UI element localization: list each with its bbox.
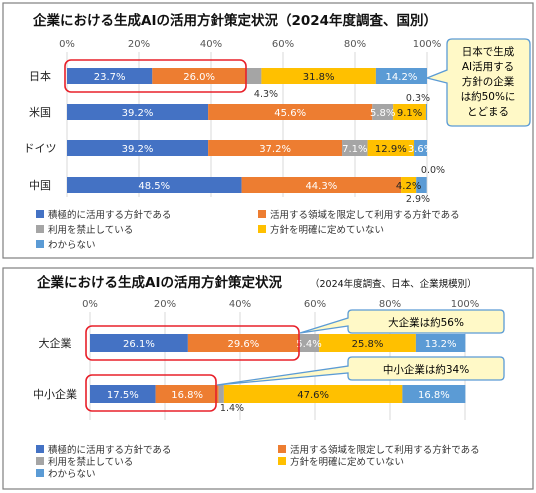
x-tick-label: 20% [128,39,150,50]
data-label: 13.2% [425,339,457,350]
category-label: 中小企業 [33,387,77,401]
data-label: 12.9% [375,144,407,155]
data-label: 5.4% [296,339,321,350]
x-tick-label: 60% [272,39,294,50]
chart2-callout-large: 大企業は約56% [300,310,504,333]
data-label: 17.5% [107,390,139,401]
chart2-categories: 大企業中小企業 [33,336,77,401]
chart1-legend: 積極的に活用する方針である 活用する領域を限定して利用する方針である利用を禁止して… [36,209,460,251]
x-tick-label: 80% [379,299,401,310]
data-label: 5.8% [370,108,395,119]
legend-swatch [258,225,266,233]
legend-swatch [36,469,44,477]
data-label: 45.6% [274,108,306,119]
category-label: 日本 [29,69,51,83]
data-label: 9.1% [397,108,422,119]
data-label: 3.6% [408,144,433,155]
data-label: 44.3% [305,181,337,192]
x-tick-label: 40% [200,39,222,50]
chart2-legend: 積極的に活用する方針である 活用する領域を限定して利用する方針である利用を禁止して… [36,444,480,480]
legend-label: 活用する領域を限定して利用する方針である [270,209,460,221]
x-tick-label: 40% [229,299,251,310]
data-label: 16.8% [418,390,450,401]
data-label: 39.2% [122,108,154,119]
legend-label: 活用する領域を限定して利用する方針である [290,444,480,456]
data-label: 47.6% [297,390,329,401]
legend-swatch [36,457,44,465]
category-label: ドイツ [24,142,57,155]
legend-label: 方針を明確に定めていない [270,224,384,236]
data-label: 26.1% [123,339,155,350]
chart2-callout-large-text: 大企業は約56% [388,316,464,329]
x-tick-label: 100% [413,39,442,50]
chart1-title: 企業における生成AIの活用方針策定状況（2024年度調査、国別） [32,12,437,29]
data-label: 2.9% [406,194,430,205]
legend-label: 方針を明確に定めていない [290,456,404,468]
legend-swatch [258,210,266,218]
chart2-title: 企業における生成AIの活用方針策定状況 [36,274,282,291]
chart2-x-ticks: 0% 20% 40% 60% 80% 100% [82,299,479,310]
data-label: 1.4% [220,403,244,414]
data-label: 37.2% [259,144,291,155]
chart2-callout-sme: 中小企業は約34% [217,357,504,385]
data-label: 25.8% [352,339,384,350]
legend-label: 利用を禁止している [48,456,133,468]
x-tick-label: 0% [59,39,75,50]
data-label: 31.8% [303,72,335,83]
x-tick-label: 100% [451,299,480,310]
legend-label: わからない [48,469,96,480]
legend-label: わからない [48,240,96,251]
category-label: 米国 [29,106,51,119]
legend-swatch [36,225,44,233]
data-label: 39.2% [122,144,154,155]
x-tick-label: 60% [304,299,326,310]
bar-segment [426,104,427,120]
data-label: 0.0% [421,165,445,176]
x-tick-label: 80% [344,39,366,50]
legend-swatch [36,210,44,218]
category-label: 大企業 [39,336,72,350]
data-label: 23.7% [94,72,126,83]
legend-swatch [36,445,44,453]
data-label: 29.6% [227,339,259,350]
chart1-callout: 日本で生成 AI活用する方針の企業は約50%にとどまる [427,39,530,126]
data-label: 4.2% [396,181,421,192]
bar-segment [246,68,261,84]
data-label: 26.0% [183,72,215,83]
data-label: 0.3% [406,93,430,104]
bar-segment [219,385,224,403]
chart1-callout-text: 日本で生成 AI活用する方針の企業は約50%にとどまる [461,45,516,118]
legend-swatch [36,240,44,248]
data-label: 14.2% [386,72,418,83]
legend-swatch [278,457,286,465]
x-tick-label: 0% [82,299,98,310]
legend-label: 積極的に活用する方針である [48,209,171,221]
legend-label: 積極的に活用する方針である [48,444,171,456]
category-label: 中国 [29,179,51,192]
x-tick-label: 20% [154,299,176,310]
data-label: 7.1% [342,144,367,155]
data-label: 48.5% [138,181,170,192]
chart2-callout-sme-text: 中小企業は約34% [383,363,469,376]
legend-swatch [278,445,286,453]
chart2-subtitle: （2024年度調査、日本、企業規模別） [310,278,477,290]
chart1-x-ticks: 0% 20% 40% 60% 80% 100% [59,39,441,50]
data-label: 16.8% [171,390,203,401]
chart1-bars [67,68,427,193]
legend-label: 利用を禁止している [48,224,133,236]
data-label: 4.3% [254,89,278,100]
